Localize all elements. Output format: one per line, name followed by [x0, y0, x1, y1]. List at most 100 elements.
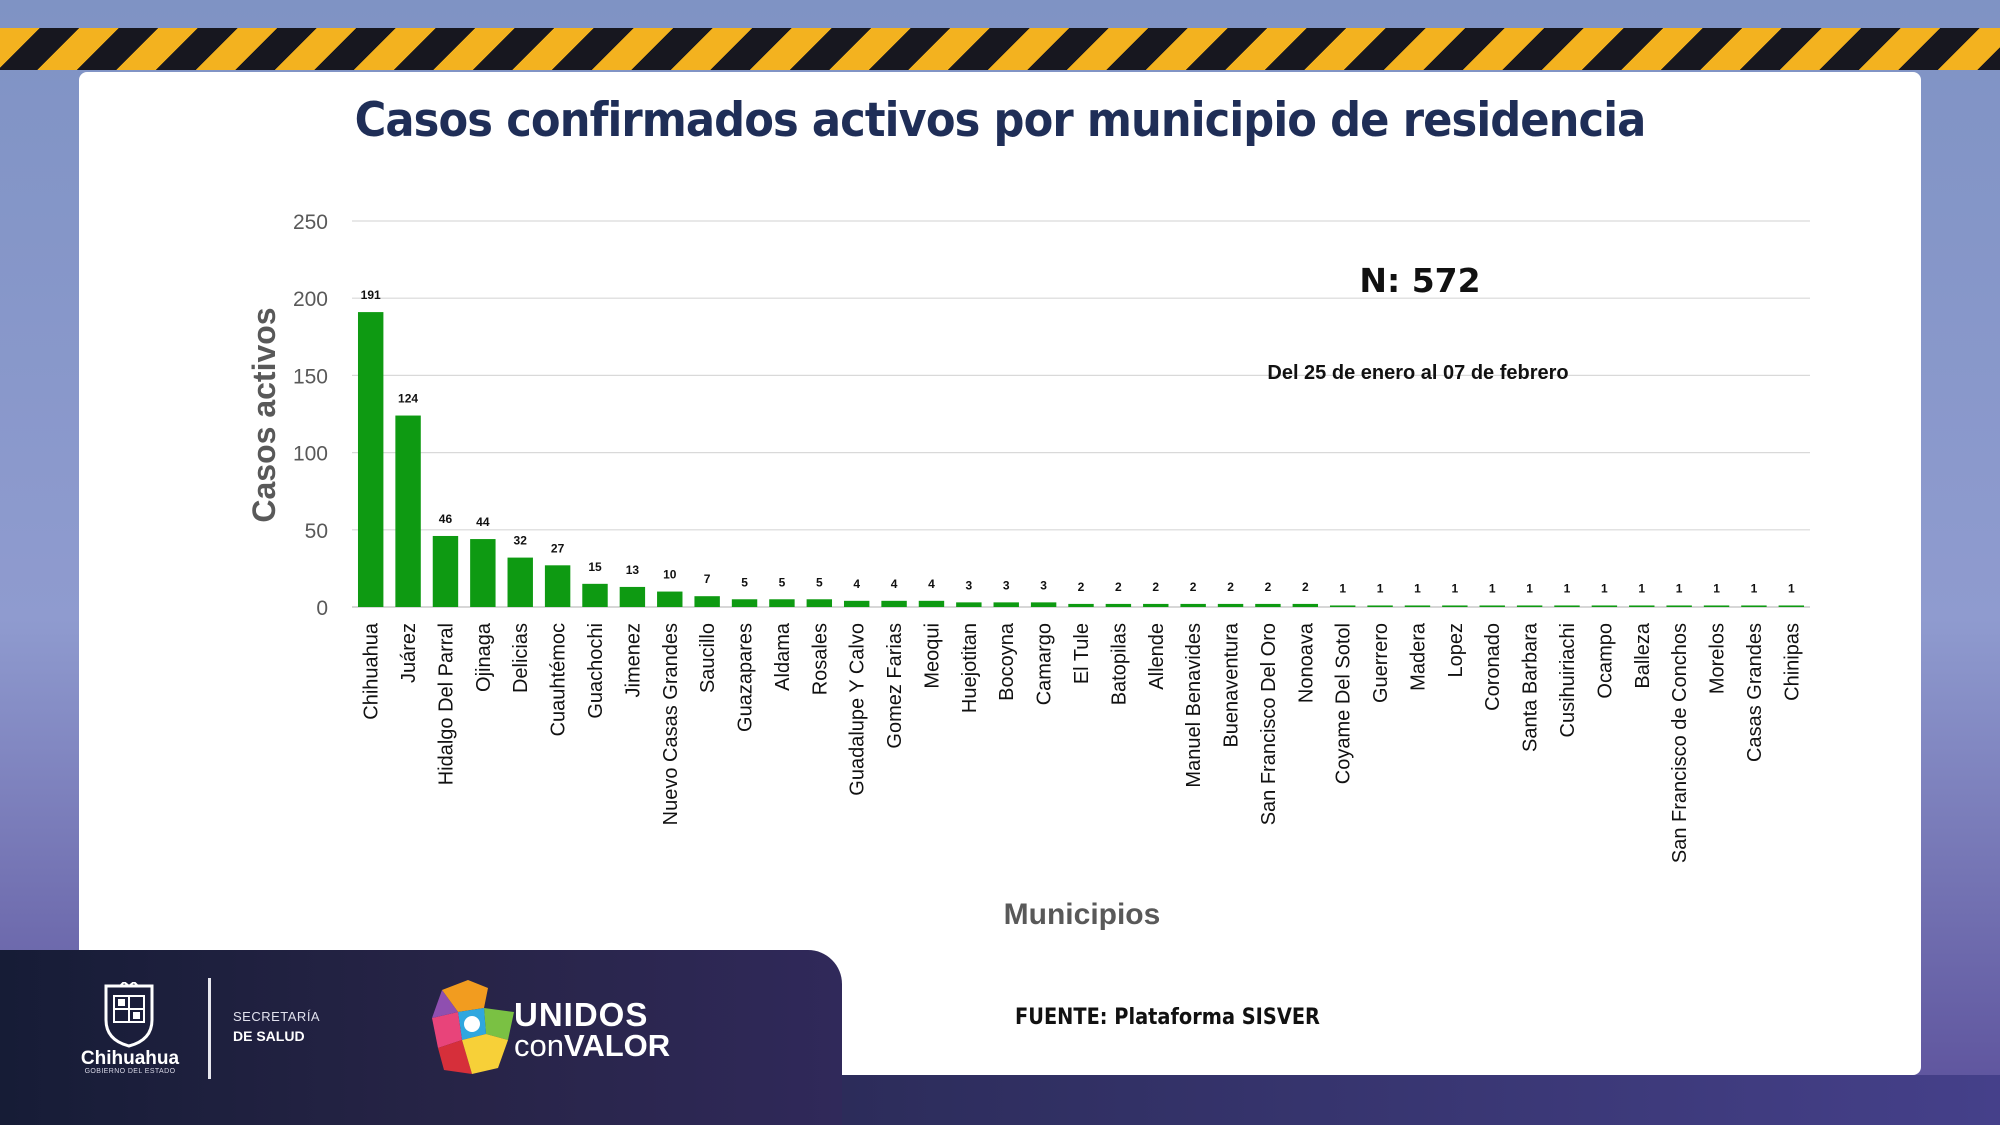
x-tick-label: Nonoava — [1295, 622, 1317, 703]
x-tick-label: Jimenez — [622, 623, 644, 697]
x-tick-label: Chihuahua — [361, 622, 383, 720]
bar — [1479, 605, 1505, 607]
x-tick-label: Guadalupe Y Calvo — [847, 623, 869, 796]
data-label: 1 — [1601, 581, 1608, 595]
data-label: 7 — [704, 572, 711, 586]
bar — [1442, 605, 1468, 607]
bar — [619, 586, 646, 607]
data-label: 27 — [551, 541, 565, 555]
y-tick-label: 0 — [316, 597, 328, 620]
data-label: 5 — [741, 575, 748, 589]
period-annotation: Del 25 de enero al 07 de febrero — [1267, 362, 1568, 384]
secretaria-label: SECRETARÍA — [233, 1009, 321, 1024]
bar — [806, 599, 833, 607]
x-tick-label: Lopez — [1445, 623, 1467, 678]
data-label: 2 — [1190, 580, 1197, 594]
data-label: 191 — [361, 288, 381, 302]
data-label: 1 — [1751, 581, 1758, 595]
data-label: 1 — [1452, 581, 1459, 595]
x-tick-label: Chinipas — [1781, 623, 1803, 701]
data-label: 1 — [1788, 581, 1795, 595]
footer-strip — [842, 1075, 2000, 1125]
gov-name: Chihuahua — [80, 1048, 180, 1069]
data-label: 4 — [853, 577, 860, 591]
x-tick-label: Santa Barbara — [1520, 622, 1542, 752]
bar — [357, 312, 384, 607]
data-label: 2 — [1227, 580, 1234, 594]
bar — [1217, 603, 1244, 607]
grid-lines — [352, 220, 1810, 608]
x-tick-label: Gomez Farias — [884, 623, 906, 749]
bar — [843, 600, 870, 607]
x-tick-label: Guachochi — [585, 623, 607, 719]
data-label: 3 — [1040, 578, 1047, 592]
data-label: 15 — [588, 560, 602, 574]
y-axis-label: Casos activos — [246, 307, 282, 522]
x-tick-label: Batopilas — [1108, 623, 1130, 705]
footer-band — [0, 950, 842, 1125]
bar — [1741, 605, 1767, 607]
data-label: 10 — [663, 568, 677, 582]
x-tick-label: Rosales — [809, 623, 831, 695]
bar — [1292, 603, 1319, 607]
bar — [1068, 603, 1094, 607]
data-label: 32 — [514, 534, 528, 548]
data-label: 5 — [779, 575, 786, 589]
x-tick-label: Hidalgo Del Parral — [435, 623, 457, 785]
de-salud-label: DE SALUD — [233, 1028, 305, 1044]
bar — [657, 591, 683, 607]
data-label: 1 — [1414, 581, 1421, 595]
y-tick-label: 150 — [293, 365, 328, 388]
bar — [956, 602, 982, 607]
data-label: 3 — [1003, 578, 1010, 592]
y-tick-label: 250 — [293, 211, 328, 234]
bar — [1516, 605, 1543, 607]
bar — [1105, 603, 1132, 607]
x-tick-label: Morelos — [1707, 623, 1729, 694]
x-tick-label: Coyame Del Sotol — [1333, 623, 1355, 784]
x-axis-label: Municipios — [1004, 898, 1161, 931]
x-tick-label: Nuevo Casas Grandes — [660, 623, 682, 825]
bar — [1554, 605, 1580, 607]
data-label: 1 — [1526, 581, 1533, 595]
footer-divider — [208, 978, 211, 1079]
data-label: 124 — [398, 392, 418, 406]
data-label: 2 — [1152, 580, 1159, 594]
x-tick-label: Bocoyna — [996, 622, 1018, 701]
data-label: 1 — [1377, 581, 1384, 595]
data-label: 2 — [1115, 580, 1122, 594]
x-tick-label: Buenaventura — [1221, 622, 1243, 747]
x-tick-label: Aldama — [772, 622, 794, 691]
bar — [395, 415, 421, 607]
bar — [881, 600, 907, 607]
bar — [1367, 605, 1393, 607]
x-tick-label: Madera — [1407, 622, 1429, 691]
bar — [1629, 605, 1655, 607]
bar — [1255, 603, 1281, 607]
x-tick-label: Guazapares — [735, 623, 757, 732]
x-tick-label: Casas Grandes — [1744, 623, 1766, 762]
x-tick-label: Coronado — [1482, 623, 1504, 711]
data-label: 44 — [476, 515, 490, 529]
bar — [1180, 603, 1206, 607]
data-label: 1 — [1638, 581, 1645, 595]
y-tick-label: 50 — [305, 520, 328, 543]
y-tick-label: 200 — [293, 288, 328, 311]
x-tick-label: San Francisco de Conchos — [1669, 623, 1691, 863]
x-tick-label: Camargo — [1034, 623, 1056, 705]
con-text: con — [514, 1028, 564, 1063]
data-label: 4 — [891, 577, 898, 591]
unidos-wordmark: UNIDOS — [514, 996, 649, 1033]
data-label: 2 — [1302, 580, 1309, 594]
x-tick-label: Allende — [1146, 623, 1168, 690]
x-tick-label: Cuauhtémoc — [548, 623, 570, 736]
data-label: 1 — [1564, 581, 1571, 595]
x-tick-label: San Francisco Del Oro — [1258, 623, 1280, 825]
data-label: 13 — [626, 563, 640, 577]
bar — [1030, 602, 1057, 607]
data-label: 3 — [966, 578, 973, 592]
x-tick-label: Delicias — [510, 623, 532, 693]
gov-subtitle: GOBIERNO DEL ESTADO — [84, 1068, 176, 1075]
